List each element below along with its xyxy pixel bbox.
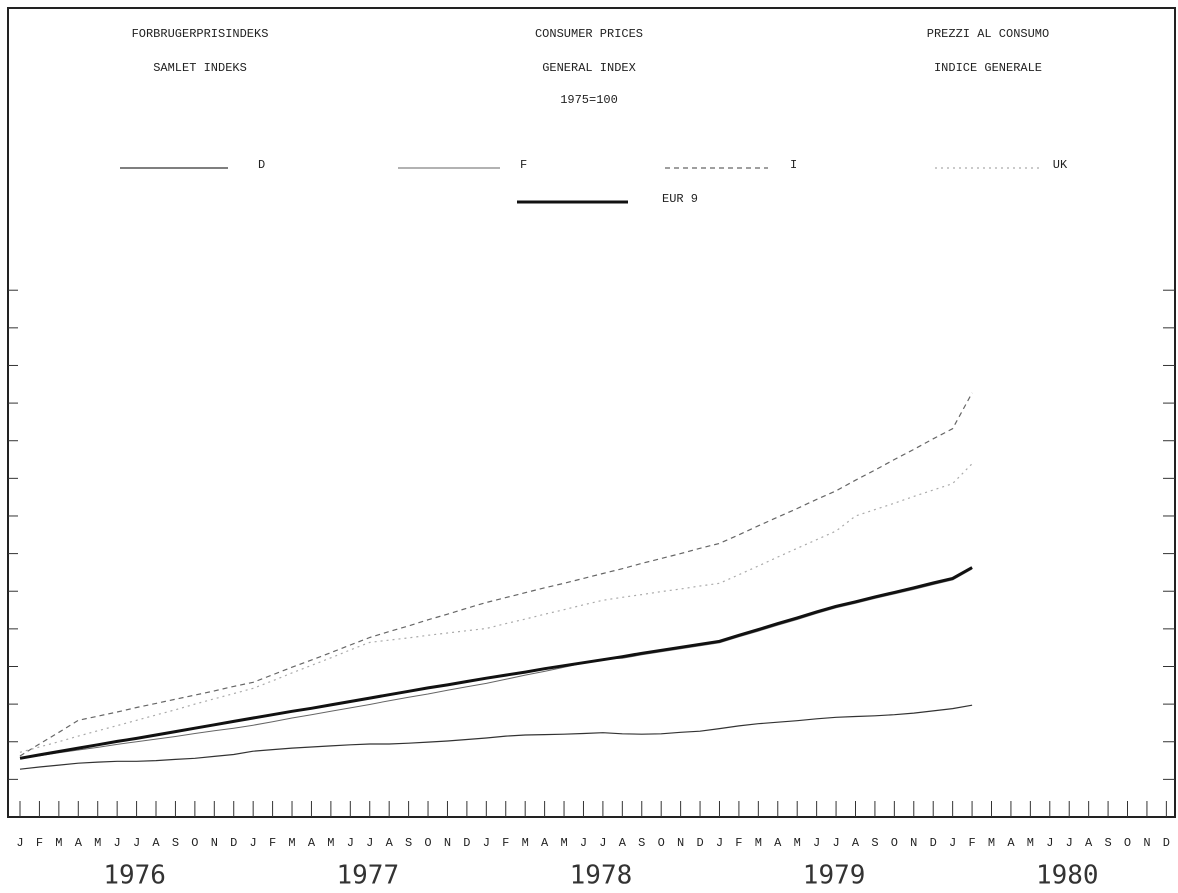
x-tick-label: M [988,836,995,850]
x-tick-label: J [813,836,820,850]
x-tick-label: F [968,836,975,850]
x-tick-label: A [75,836,83,850]
x-tick-label: O [191,836,198,850]
year-label: 1979 [803,861,866,891]
x-tick-label: M [522,836,529,850]
x-tick-label: S [871,836,878,850]
x-tick-label: S [638,836,645,850]
x-tick-label: J [16,836,23,850]
x-tick-label: S [1104,836,1111,850]
x-tick-label: D [696,836,703,850]
legend-label: I [790,158,797,172]
x-tick-label: N [677,836,684,850]
series-line [19,704,973,770]
series-line [19,566,973,760]
x-tick-label: O [1124,836,1131,850]
x-tick-label: A [152,836,160,850]
x-tick-label: A [619,836,627,850]
x-tick-label: A [852,836,860,850]
x-tick-label: O [424,836,431,850]
header-text: SAMLET INDEKS [153,61,247,75]
x-tick-label: J [580,836,587,850]
x-tick-label: N [1143,836,1150,850]
x-tick-label: A [1085,836,1093,850]
x-tick-label: J [599,836,606,850]
header-text: GENERAL INDEX [542,61,636,75]
x-tick-label: D [230,836,237,850]
x-tick-label: J [949,836,956,850]
x-tick-label: M [327,836,334,850]
legend-label: F [520,158,527,172]
x-tick-label: A [308,836,316,850]
x-tick-label: J [1066,836,1073,850]
x-tick-label: M [755,836,762,850]
x-tick-label: J [347,836,354,850]
x-tick-label: J [832,836,839,850]
x-tick-label: A [386,836,394,850]
x-tick-label: J [366,836,373,850]
header-text: CONSUMER PRICES [535,27,643,41]
year-label: 1980 [1036,861,1099,891]
x-tick-label: D [1163,836,1170,850]
x-tick-label: F [502,836,509,850]
x-tick-label: N [211,836,218,850]
x-tick-label: J [133,836,140,850]
x-tick-label: J [114,836,121,850]
x-tick-label: F [735,836,742,850]
x-tick-label: J [1046,836,1053,850]
x-tick-label: F [36,836,43,850]
header-text: 1975=100 [560,93,618,107]
x-tick-label: M [94,836,101,850]
x-tick-label: S [172,836,179,850]
x-tick-label: D [463,836,470,850]
x-tick-label: M [288,836,295,850]
x-tick-label: J [716,836,723,850]
x-tick-label: S [405,836,412,850]
header-text: PREZZI AL CONSUMO [927,27,1049,41]
year-label: 1977 [336,861,399,891]
x-tick-label: D [930,836,937,850]
plot-frame [7,7,1176,818]
legend-label: EUR 9 [662,192,698,206]
x-tick-label: M [560,836,567,850]
year-label: 1978 [570,861,633,891]
header-text: INDICE GENERALE [934,61,1042,75]
x-tick-label: A [774,836,782,850]
x-tick-label: J [483,836,490,850]
year-label: 1976 [103,861,166,891]
x-tick-label: M [794,836,801,850]
x-tick-label: O [658,836,665,850]
x-tick-label: A [1007,836,1015,850]
x-tick-label: O [891,836,898,850]
x-tick-label: J [250,836,257,850]
series-line [19,392,973,757]
legend-label: UK [1053,158,1068,172]
legend-label: D [258,158,265,172]
header-text: FORBRUGERPRISINDEKS [132,27,269,41]
x-tick-label: N [444,836,451,850]
x-tick-label: F [269,836,276,850]
x-tick-label: M [1027,836,1034,850]
x-tick-label: A [541,836,549,850]
series-line [19,568,973,759]
x-tick-label: M [55,836,62,850]
x-tick-label: N [910,836,917,850]
